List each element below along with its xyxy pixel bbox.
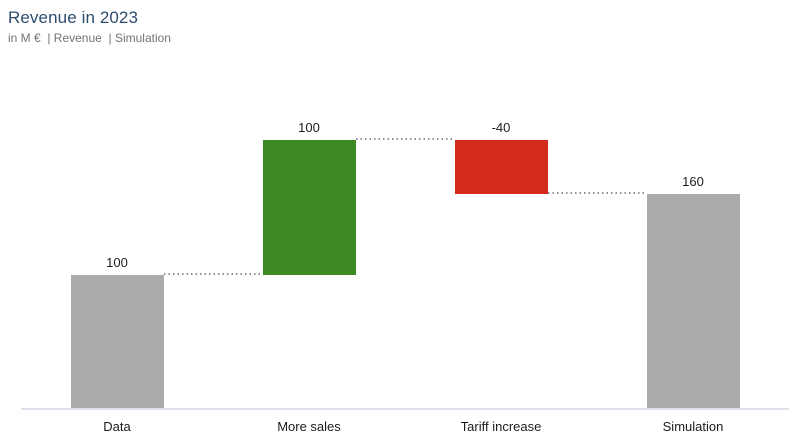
value-label-more-sales: 100 [298,120,320,135]
connector-line [163,273,263,275]
bar-simulation[interactable] [646,194,740,410]
chart-subtitle: in M € | Revenue | Simulation [8,31,171,45]
connector-line [547,192,647,194]
bar-data[interactable] [70,275,164,410]
bar-tariff-increase[interactable] [454,140,548,194]
value-label-simulation: 160 [682,174,704,189]
category-label-simulation: Simulation [662,419,724,434]
x-axis-line [21,408,789,410]
category-label-more-sales: More sales [277,419,341,434]
value-label-data: 100 [106,255,128,270]
connector-line [355,138,455,140]
bar-more-sales[interactable] [262,140,356,275]
value-label-tariff-increase: -40 [491,120,511,135]
chart-title: Revenue in 2023 [8,8,139,27]
category-label-tariff-increase: Tariff increase [460,419,542,434]
category-label-data: Data [103,419,131,434]
